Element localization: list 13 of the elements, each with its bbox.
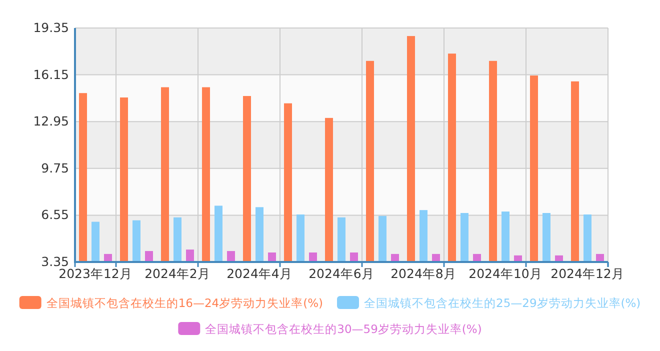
y-tick-label: 19.35 bbox=[33, 20, 69, 35]
x-tick-label: 2024年2月 bbox=[144, 266, 210, 281]
y-tick-label: 3.35 bbox=[41, 254, 69, 269]
x-tick-label: 2024年12月 bbox=[550, 266, 624, 281]
x-tick-label: 2024年10月 bbox=[468, 266, 542, 281]
y-tick-label: 12.95 bbox=[33, 114, 69, 129]
x-tick-label: 2023年12月 bbox=[58, 266, 132, 281]
x-tick-label: 2024年6月 bbox=[308, 266, 374, 281]
y-tick-label: 6.55 bbox=[41, 207, 69, 222]
y-tick-label: 16.15 bbox=[33, 66, 69, 82]
x-tick-label: 2024年8月 bbox=[390, 266, 456, 281]
y-tick-label: 9.75 bbox=[41, 160, 69, 176]
x-tick-label: 2024年4月 bbox=[226, 266, 292, 281]
